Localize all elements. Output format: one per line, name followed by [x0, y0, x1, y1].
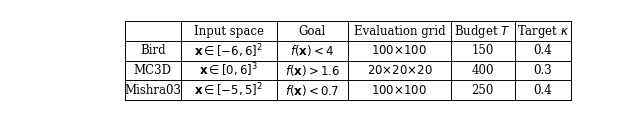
Text: Budget $T$: Budget $T$	[454, 23, 511, 40]
Text: 150: 150	[472, 44, 494, 57]
Text: $\mathbf{x} \in [-6,6]^2$: $\mathbf{x} \in [-6,6]^2$	[195, 42, 263, 60]
Text: $f(\mathbf{x}) > 1.6$: $f(\mathbf{x}) > 1.6$	[285, 63, 340, 78]
Text: Bird: Bird	[140, 44, 166, 57]
Text: $f(\mathbf{x}) < 4$: $f(\mathbf{x}) < 4$	[290, 43, 334, 58]
Text: MC3D: MC3D	[134, 64, 172, 77]
Text: $100{\times}100$: $100{\times}100$	[371, 44, 428, 57]
Text: Evaluation grid: Evaluation grid	[353, 25, 445, 38]
Text: $f(\mathbf{x}) < 0.7$: $f(\mathbf{x}) < 0.7$	[285, 83, 339, 98]
Text: 0.4: 0.4	[534, 84, 552, 97]
Text: $\mathbf{x} \in [-5,5]^2$: $\mathbf{x} \in [-5,5]^2$	[195, 81, 263, 99]
Text: Target $\kappa$: Target $\kappa$	[516, 23, 569, 40]
Text: 0.4: 0.4	[534, 44, 552, 57]
Text: 400: 400	[472, 64, 494, 77]
Text: $100{\times}100$: $100{\times}100$	[371, 84, 428, 97]
Text: 0.3: 0.3	[534, 64, 552, 77]
Text: Mishra03: Mishra03	[124, 84, 181, 97]
Text: Input space: Input space	[194, 25, 264, 38]
Text: $\mathbf{x} \in [0,6]^3$: $\mathbf{x} \in [0,6]^3$	[199, 62, 259, 79]
Text: 250: 250	[472, 84, 494, 97]
Text: Goal: Goal	[299, 25, 326, 38]
Text: $20{\times}20{\times}20$: $20{\times}20{\times}20$	[367, 64, 432, 77]
